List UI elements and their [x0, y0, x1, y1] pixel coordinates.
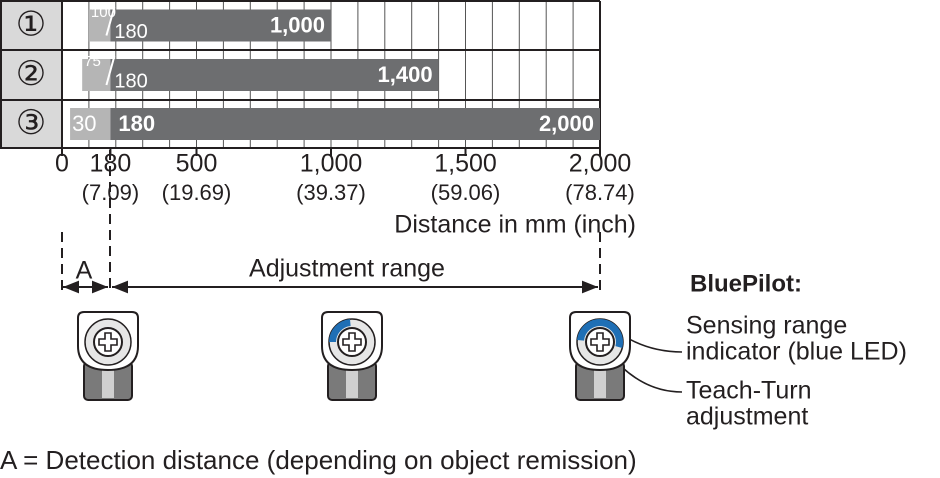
marker-column [1, 1, 61, 148]
dashed-guides [61, 150, 601, 292]
fraction-slash [105, 6, 116, 36]
tick-inch-label: (19.69) [162, 180, 232, 205]
tick-inch-label: (39.37) [296, 180, 366, 205]
teach-label: Teach-Turn [686, 377, 812, 405]
tick-label: 2,000 [569, 150, 632, 178]
tick-inch-label: (7.09) [82, 180, 139, 205]
tick-label: 1,500 [434, 150, 497, 178]
min-bar [70, 108, 111, 140]
range-bar [110, 9, 331, 42]
tick-inch-label: (78.74) [565, 180, 635, 205]
range-bar [110, 108, 601, 140]
sensing-label: indicator (blue LED) [686, 338, 907, 366]
teach-label: 180 [118, 111, 155, 136]
max-label: 1,000 [270, 12, 325, 37]
tick-label: 1,000 [300, 150, 363, 178]
teach-label: 180 [114, 21, 147, 43]
teach-label: 180 [114, 70, 147, 92]
max-label: 2,000 [539, 111, 594, 136]
footnote: A = Detection distance (depending on obj… [0, 445, 637, 475]
sensing-label: Sensing range [686, 312, 847, 340]
min-bar [82, 59, 111, 91]
knob-stripe [102, 364, 114, 398]
row-marker: ① [16, 5, 46, 43]
min-label: 30 [72, 111, 96, 136]
knob-stripe [594, 364, 606, 398]
tick-label: 500 [176, 150, 218, 178]
min-bar [88, 9, 111, 42]
adjustment-range-label: Adjustment range [249, 255, 445, 283]
knob [569, 311, 631, 401]
range-bar [110, 59, 439, 91]
knob [77, 311, 139, 401]
screw-cross [98, 332, 118, 352]
min-label: 100 [91, 4, 116, 21]
screw-cross [342, 332, 362, 352]
tick-label: 180 [90, 150, 132, 178]
bluepilot-title: BluePilot: [690, 270, 802, 297]
tick-inch-label: (59.06) [431, 180, 501, 205]
fraction-slash [105, 55, 116, 86]
a-label: A [76, 257, 93, 285]
knob-stripe [346, 364, 358, 398]
row-marker: ② [16, 55, 46, 93]
teach-label: adjustment [686, 403, 808, 431]
max-label: 1,400 [378, 62, 433, 87]
knob [321, 311, 383, 401]
row-marker: ③ [16, 104, 46, 142]
axis-title: Distance in mm (inch) [394, 211, 636, 239]
knobs [77, 311, 631, 401]
blue-led [329, 319, 351, 342]
tick-label: 0 [55, 150, 69, 178]
blue-led [577, 319, 623, 348]
min-label: 75 [84, 53, 101, 70]
screw-cross [590, 332, 610, 352]
